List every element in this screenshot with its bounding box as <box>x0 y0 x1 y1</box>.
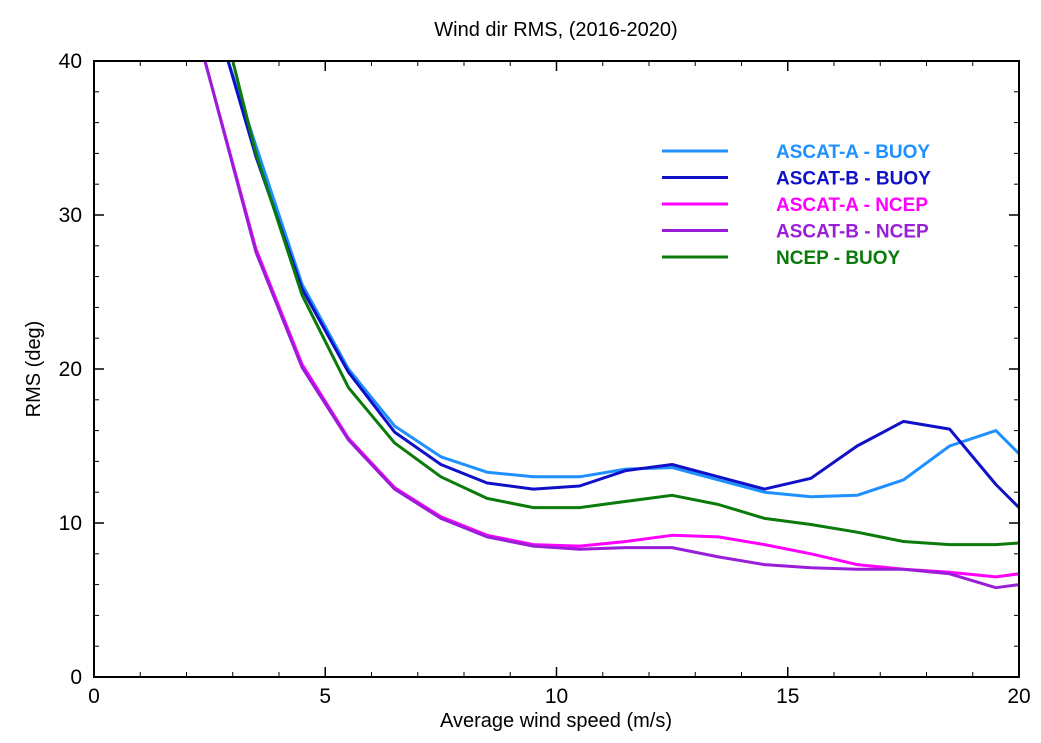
series-line-ncep-buoy <box>231 61 1019 547</box>
y-tick-label: 10 <box>59 512 82 535</box>
series-line-ascat-b-buoy <box>226 61 1019 510</box>
legend-label: ASCAT-A - NCEP <box>776 195 928 216</box>
chart-title: Wind dir RMS, (2016-2020) <box>434 19 677 41</box>
series-lines <box>203 61 1019 590</box>
y-tick-label: 0 <box>70 666 82 689</box>
x-tick-label: 5 <box>319 685 331 708</box>
x-axis-label: Average wind speed (m/s) <box>440 710 672 732</box>
x-tick-label: 0 <box>88 685 100 708</box>
series-line-ascat-a-buoy <box>226 61 1019 499</box>
y-axis-label: RMS (deg) <box>23 321 45 418</box>
x-tick-label: 15 <box>776 685 799 708</box>
y-tick-label: 40 <box>59 50 82 73</box>
legend-label: ASCAT-A - BUOY <box>776 142 930 163</box>
legend-label: ASCAT-B - NCEP <box>776 222 929 243</box>
plot-frame <box>93 60 1020 678</box>
series-line-ascat-a-ncep <box>203 61 1019 579</box>
y-tick-label: 20 <box>59 358 82 381</box>
y-tick-label: 30 <box>59 204 82 227</box>
x-tick-label: 10 <box>545 685 568 708</box>
legend-label: ASCAT-B - BUOY <box>776 169 931 190</box>
series-line-ascat-b-ncep <box>203 61 1019 590</box>
legend-label: NCEP - BUOY <box>776 248 901 269</box>
x-tick-label: 20 <box>1007 685 1030 708</box>
legend: ASCAT-A - BUOY ASCAT-B - BUOY ASCAT-A - NC… <box>662 142 931 269</box>
